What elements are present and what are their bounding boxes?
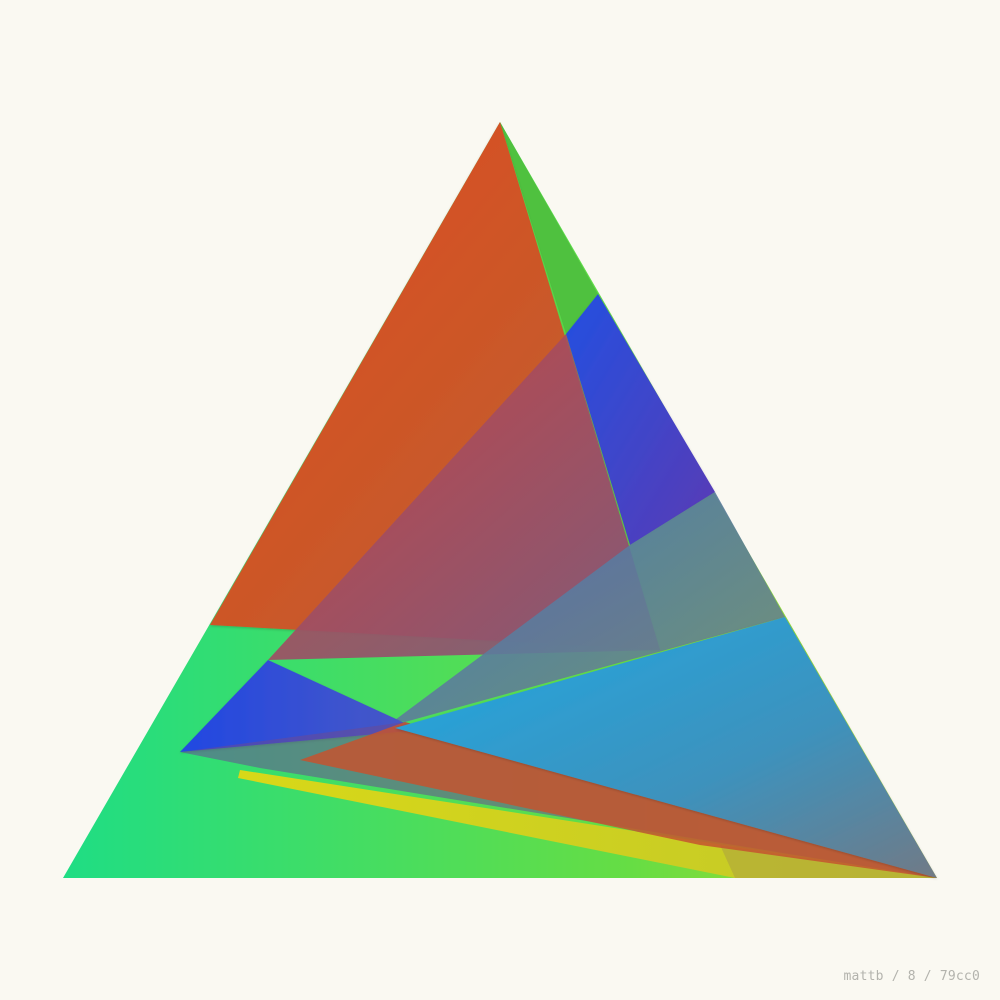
sky-blue-triangle (395, 617, 937, 878)
red-streak (300, 722, 937, 878)
blue-right-wedge (566, 294, 715, 545)
rose-overlay-triangle (268, 334, 660, 660)
signature-text: mattb / 8 / 79cc0 (843, 969, 980, 984)
slate-band (395, 492, 785, 722)
leaf-green-sliver (500, 122, 598, 334)
